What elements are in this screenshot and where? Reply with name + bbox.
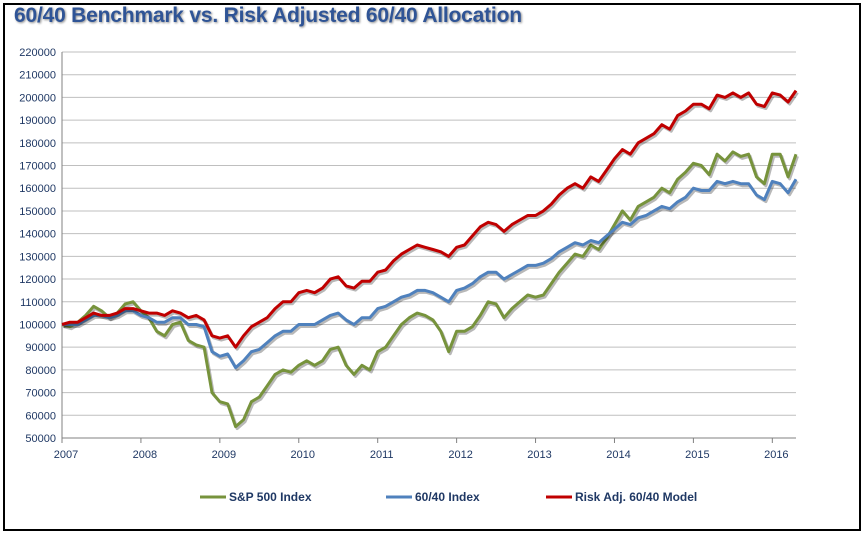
x-tick-label: 2007 (54, 449, 78, 461)
legend: S&P 500 Index 60/40 Index Risk Adj. 60/40 … (200, 490, 697, 504)
y-tick-label: 80000 (25, 365, 56, 377)
x-axis-ticks: 2007 2008 2009 2010 2011 2012 2013 2014 2015 2016 (54, 438, 789, 461)
y-tick-label: 210000 (19, 70, 56, 82)
y-tick-label: 120000 (19, 274, 56, 286)
legend-label: S&P 500 Index (229, 490, 312, 504)
legend-label: 60/40 Index (415, 490, 480, 504)
y-tick-label: 70000 (25, 388, 56, 400)
y-tick-label: 110000 (20, 297, 56, 309)
y-tick-label: 90000 (25, 342, 56, 354)
x-tick-label: 2014 (606, 449, 630, 461)
x-tick-label: 2013 (527, 449, 551, 461)
x-tick-label: 2011 (370, 449, 394, 461)
legend-label: Risk Adj. 60/40 Model (575, 490, 697, 504)
series-line-0 (61, 150, 798, 429)
series-line-shadow (63, 180, 799, 372)
chart-title: 60/40 Benchmark vs. Risk Adjusted 60/40 … (14, 4, 522, 27)
y-tick-label: 160000 (19, 183, 56, 195)
y-tick-label: 50000 (25, 433, 56, 445)
chart-frame (3, 3, 861, 531)
y-tick-label: 60000 (25, 410, 56, 422)
grid-lines (61, 51, 796, 439)
x-tick-label: 2009 (212, 449, 236, 461)
y-tick-label: 180000 (19, 138, 56, 150)
y-tick-label: 220000 (19, 47, 56, 59)
y-tick-label: 190000 (19, 115, 56, 127)
y-tick-label: 130000 (19, 251, 56, 263)
series-line-1 (62, 178, 798, 370)
series-lines (61, 89, 799, 431)
x-tick-label: 2016 (764, 449, 788, 461)
x-tick-label: 2015 (685, 449, 709, 461)
y-tick-label: 140000 (19, 229, 56, 241)
x-tick-label: 2012 (448, 449, 472, 461)
y-tick-label: 200000 (19, 92, 56, 104)
x-tick-label: 2010 (291, 449, 315, 461)
y-tick-label: 100000 (19, 319, 56, 331)
y-tick-label: 170000 (19, 161, 56, 173)
y-tick-label: 150000 (19, 206, 56, 218)
y-axis-ticks: 50000 60000 70000 80000 90000 100000 110000 120… (19, 47, 56, 445)
x-tick-label: 2008 (133, 449, 157, 461)
series-line-2 (61, 89, 798, 349)
